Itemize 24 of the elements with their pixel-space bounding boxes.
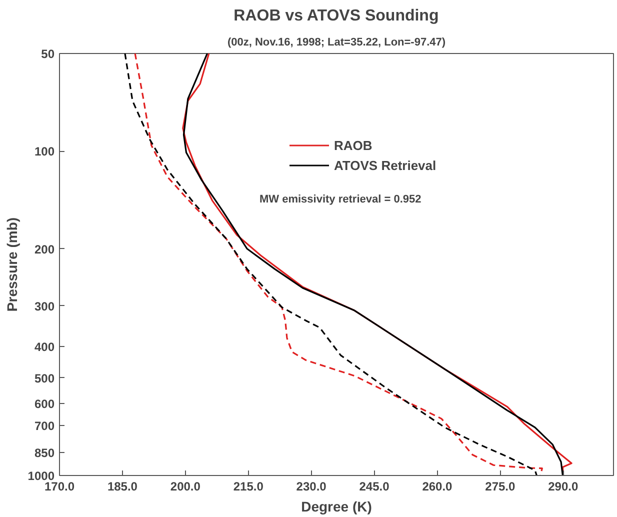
y-tick-label: 400	[34, 340, 55, 354]
x-tick-label: 215.0	[233, 480, 264, 494]
y-tick-label: 100	[34, 144, 55, 159]
y-tick-label: 500	[34, 371, 55, 386]
x-tick-label: 200.0	[170, 480, 201, 494]
x-tick-label: 290.0	[548, 480, 578, 494]
x-tick-label: 230.0	[296, 480, 327, 494]
y-tick-label: 300	[34, 299, 55, 314]
legend-label: ATOVS Retrieval	[334, 158, 436, 172]
x-axis-title: Degree (K)	[301, 498, 372, 514]
y-axis-title: Pressure (mb)	[4, 217, 20, 312]
y-tick-label: 200	[34, 242, 55, 256]
chart-subtitle: (00z, Nov.16, 1998; Lat=35.22, Lon=-97.47)	[227, 36, 446, 48]
y-tick-label: 600	[34, 397, 55, 412]
annotation: MW emissivity retrieval = 0.952	[260, 194, 422, 206]
y-tick-label: 50	[41, 47, 55, 61]
x-tick-label: 245.0	[359, 480, 390, 494]
y-tick-label: 700	[34, 418, 55, 433]
legend-label: RAOB	[334, 138, 372, 152]
x-tick-label: 275.0	[485, 480, 516, 494]
x-tick-label: 185.0	[107, 480, 138, 494]
y-tick-label: 850	[34, 446, 55, 460]
x-tick-label: 260.0	[422, 480, 453, 494]
chart-title: RAOB vs ATOVS Sounding	[234, 8, 439, 24]
